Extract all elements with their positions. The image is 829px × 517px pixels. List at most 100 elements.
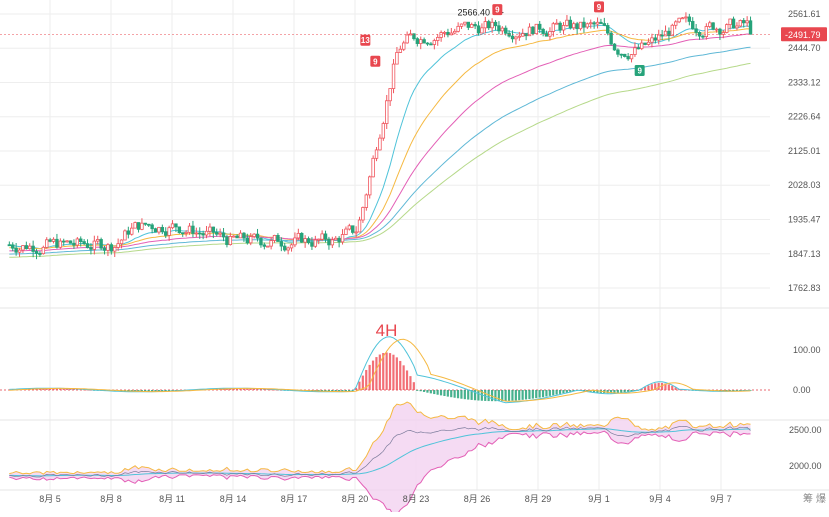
candle-body bbox=[640, 42, 644, 50]
macd-histogram-bar bbox=[161, 390, 164, 392]
candle-body bbox=[541, 28, 545, 34]
candle-body bbox=[453, 30, 457, 34]
candle-body bbox=[181, 232, 185, 235]
candle-body bbox=[623, 53, 627, 57]
candle-body bbox=[58, 240, 63, 248]
candle-body bbox=[578, 21, 583, 30]
candle-body bbox=[21, 245, 25, 251]
candle-body bbox=[667, 30, 671, 37]
macd-histogram-bar bbox=[650, 384, 653, 390]
candle-body bbox=[174, 223, 178, 228]
candle-body bbox=[680, 17, 685, 20]
candle-body bbox=[721, 32, 726, 35]
macd-histogram-bar bbox=[433, 390, 436, 395]
candle-body bbox=[215, 231, 219, 235]
macd-histogram-bar bbox=[467, 390, 470, 400]
candle-body bbox=[255, 233, 260, 239]
candle-body bbox=[694, 28, 698, 33]
candle-body bbox=[184, 231, 188, 234]
macd-histogram-bar bbox=[65, 388, 69, 390]
macd-histogram-bar bbox=[79, 389, 82, 391]
candle-body bbox=[279, 241, 284, 247]
candle-body bbox=[463, 21, 467, 25]
candle-body bbox=[449, 32, 454, 36]
bollinger-axis-label: 2000.00 bbox=[789, 461, 822, 471]
macd-histogram-bar bbox=[484, 390, 487, 401]
candle-body bbox=[119, 239, 124, 245]
candle-body bbox=[643, 42, 647, 45]
candle-body bbox=[629, 54, 634, 60]
candle-body bbox=[687, 16, 692, 22]
candle-body bbox=[323, 233, 328, 240]
candle-body bbox=[612, 43, 617, 51]
candle-body bbox=[436, 37, 440, 41]
candle-body bbox=[354, 231, 358, 234]
macd-histogram-bar bbox=[538, 390, 541, 398]
candle-body bbox=[327, 238, 331, 246]
candle-body bbox=[589, 22, 593, 25]
macd-histogram-bar bbox=[558, 390, 562, 394]
corner-label: 爆 bbox=[816, 493, 826, 505]
candle-body bbox=[745, 20, 749, 24]
candle-body bbox=[653, 37, 658, 41]
macd-histogram-bar bbox=[249, 388, 252, 390]
candle-body bbox=[425, 42, 430, 45]
macd-histogram-bar bbox=[331, 390, 334, 392]
macd-histogram-bar bbox=[140, 390, 143, 392]
macd-histogram-bar bbox=[395, 357, 398, 390]
macd-histogram-bar bbox=[630, 390, 633, 392]
macd-histogram-bar bbox=[501, 390, 504, 402]
candle-body bbox=[289, 244, 294, 249]
price-axis-label: 2333.12 bbox=[788, 78, 821, 88]
candle-body bbox=[259, 237, 263, 246]
macd-histogram-bar bbox=[565, 390, 568, 393]
candle-body bbox=[633, 47, 637, 55]
candle-body bbox=[123, 230, 127, 241]
macd-histogram-bar bbox=[405, 370, 409, 390]
candle-body bbox=[235, 235, 239, 239]
candle-body bbox=[364, 194, 369, 208]
candle-body bbox=[748, 20, 753, 35]
macd-histogram-bar bbox=[521, 390, 524, 400]
candle-body bbox=[538, 23, 542, 30]
candle-body bbox=[606, 25, 610, 34]
macd-histogram-bar bbox=[450, 390, 453, 398]
candle-body bbox=[272, 234, 277, 241]
bollinger-close-line bbox=[9, 425, 751, 478]
macd-histogram-bar bbox=[375, 357, 378, 390]
candle-body bbox=[415, 38, 420, 44]
macd-line bbox=[9, 336, 751, 404]
candle-body bbox=[368, 176, 372, 196]
macd-histogram-bar bbox=[358, 381, 361, 390]
candle-body bbox=[41, 246, 46, 255]
candle-body bbox=[725, 24, 729, 33]
macd-histogram-bar bbox=[76, 389, 79, 390]
candle-body bbox=[330, 239, 335, 246]
candle-body bbox=[72, 242, 76, 246]
candle-body bbox=[177, 226, 182, 234]
candle-body bbox=[558, 22, 562, 31]
macd-histogram-bar bbox=[494, 390, 497, 402]
candle-body bbox=[490, 21, 494, 29]
bollinger-axis-label: 2500.00 bbox=[789, 425, 822, 435]
candle-body bbox=[487, 21, 491, 29]
macd-histogram-bar bbox=[531, 390, 534, 399]
macd-histogram-bar bbox=[456, 390, 460, 399]
macd-histogram-bar bbox=[388, 353, 392, 390]
candle-body bbox=[500, 27, 505, 32]
time-axis-label: 8月 8 bbox=[100, 494, 122, 504]
candle-body bbox=[347, 225, 352, 230]
macd-histogram-bar bbox=[256, 388, 259, 390]
candle-body bbox=[738, 20, 743, 27]
price-axis-label: 2125.01 bbox=[788, 146, 821, 156]
macd-histogram-bar bbox=[72, 388, 75, 390]
candle-body bbox=[340, 234, 345, 243]
candle-body bbox=[391, 63, 396, 89]
candle-body bbox=[150, 224, 154, 230]
candle-body bbox=[510, 35, 515, 40]
candle-body bbox=[65, 240, 69, 243]
candle-body bbox=[650, 37, 654, 43]
candle-body bbox=[191, 225, 195, 234]
macd-histogram-bar bbox=[337, 390, 341, 392]
